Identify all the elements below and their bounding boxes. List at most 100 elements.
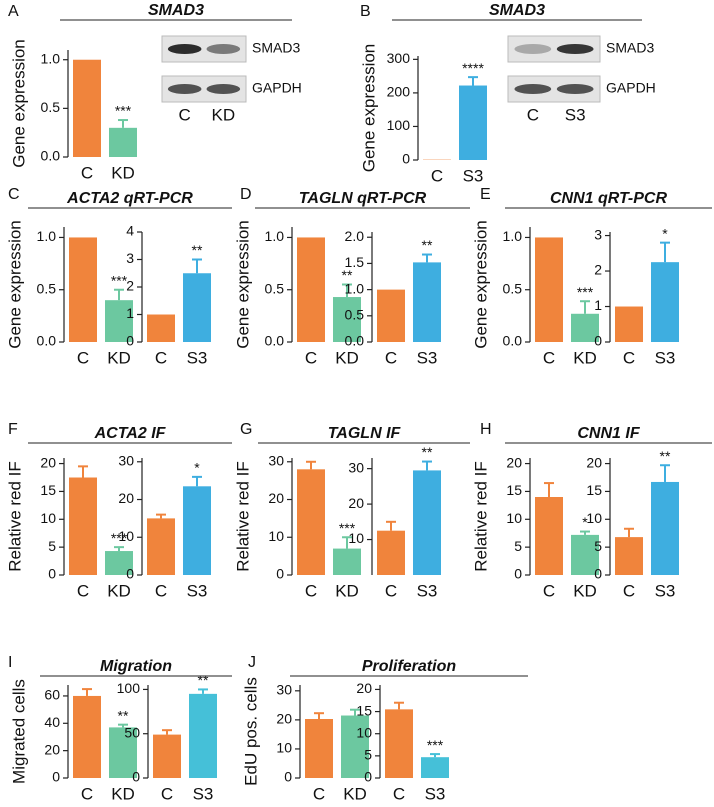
x-tick-label: C [155, 581, 167, 600]
significance: ** [422, 444, 433, 460]
panel-title: CNN1 IF [577, 425, 640, 442]
y-tick-label: 5 [48, 538, 56, 554]
y-tick-label: 1 [126, 305, 134, 321]
x-tick-label: KD [335, 581, 359, 600]
significance: *** [115, 103, 132, 119]
y-tick-label: 0 [284, 769, 292, 785]
panel-letter: J [248, 654, 256, 671]
y-tick-label: 10 [506, 510, 522, 526]
x-tick-label: C [155, 348, 167, 367]
y-axis-label: EdU pos. cells [241, 677, 260, 786]
x-tick-label: KD [107, 581, 131, 600]
x-tick-label: C [81, 784, 93, 803]
blot-band [514, 44, 552, 54]
panel-letter: I [8, 654, 12, 671]
blot-lane-label: C [179, 105, 191, 124]
bar [69, 237, 97, 342]
blot-row-label: GAPDH [606, 80, 656, 96]
y-tick-label: 1.0 [345, 280, 365, 296]
y-tick-label: 3 [126, 250, 134, 266]
y-tick-label: 0.0 [265, 333, 285, 349]
bar [109, 127, 137, 157]
significance: *** [111, 530, 128, 546]
significance: ** [660, 448, 671, 464]
y-tick-label: 60 [44, 687, 60, 703]
y-axis-label: Gene expression [359, 44, 378, 173]
y-tick-label: 15 [506, 482, 522, 498]
blot-band [556, 44, 594, 54]
y-tick-label: 200 [387, 84, 411, 100]
y-tick-label: 0 [402, 151, 410, 167]
bar [105, 300, 133, 342]
y-tick-label: 0 [126, 566, 134, 582]
blot-lane-label: S3 [565, 105, 586, 124]
bar [421, 757, 449, 778]
panel-title: SMAD3 [148, 2, 204, 19]
y-tick-label: 0.0 [37, 333, 57, 349]
y-axis-label: Relative red IF [233, 461, 252, 572]
bar [73, 695, 101, 778]
blot-band [167, 84, 202, 94]
y-tick-label: 0 [126, 333, 134, 349]
y-tick-label: 0.5 [41, 99, 61, 115]
blot-row-label: SMAD3 [252, 40, 300, 56]
y-tick-label: 0.5 [503, 280, 523, 296]
significance: ** [192, 242, 203, 258]
x-tick-label: C [385, 348, 397, 367]
x-tick-label: C [623, 348, 635, 367]
y-tick-label: 40 [44, 714, 60, 730]
y-tick-label: 10 [118, 528, 134, 544]
y-tick-label: 20 [118, 490, 134, 506]
x-tick-label: C [313, 784, 325, 803]
y-tick-label: 10 [276, 740, 292, 756]
y-tick-label: 30 [268, 452, 284, 468]
x-tick-label: C [543, 581, 555, 600]
x-tick-label: C [305, 348, 317, 367]
panel-letter: B [360, 3, 371, 20]
panel-title: ACTA2 IF [94, 425, 167, 442]
blot-band [167, 44, 202, 54]
panel-title: Proliferation [362, 658, 456, 675]
y-tick-label: 100 [117, 680, 141, 696]
x-tick-label: S3 [655, 581, 676, 600]
panel-title: ACTA2 qRT-PCR [66, 190, 193, 207]
y-tick-label: 0.5 [37, 280, 57, 296]
y-tick-label: 30 [276, 682, 292, 698]
x-tick-label: C [81, 163, 93, 182]
panel-title: TAGLN qRT-PCR [299, 190, 427, 207]
y-tick-label: 100 [387, 117, 411, 133]
significance: ** [342, 267, 353, 283]
bar [651, 262, 679, 342]
y-tick-label: 20 [356, 680, 372, 696]
bar [341, 715, 369, 778]
y-tick-label: 0 [52, 769, 60, 785]
significance: ** [118, 707, 129, 723]
panel-letter: H [480, 421, 492, 438]
y-tick-label: 30 [118, 452, 134, 468]
y-tick-label: 1.0 [41, 50, 61, 66]
bar [377, 289, 405, 342]
bar [297, 469, 325, 575]
y-tick-label: 2 [126, 278, 134, 294]
y-tick-label: 20 [506, 454, 522, 470]
y-axis-label: Gene expression [9, 39, 28, 168]
y-tick-label: 20 [40, 454, 56, 470]
x-tick-label: KD [573, 581, 597, 600]
bar [615, 537, 643, 575]
y-tick-label: 0 [132, 769, 140, 785]
bar [153, 734, 181, 778]
significance: *** [111, 272, 128, 288]
y-tick-label: 15 [356, 702, 372, 718]
y-tick-label: 10 [268, 528, 284, 544]
bar [385, 709, 413, 778]
x-tick-label: KD [111, 163, 135, 182]
y-tick-label: 20 [586, 454, 602, 470]
bar [535, 497, 563, 575]
bar [105, 551, 133, 575]
x-tick-label: KD [343, 784, 367, 803]
y-tick-label: 5 [594, 538, 602, 554]
significance: *** [339, 520, 356, 536]
significance: * [582, 514, 588, 530]
x-tick-label: C [305, 581, 317, 600]
bar [73, 59, 101, 157]
